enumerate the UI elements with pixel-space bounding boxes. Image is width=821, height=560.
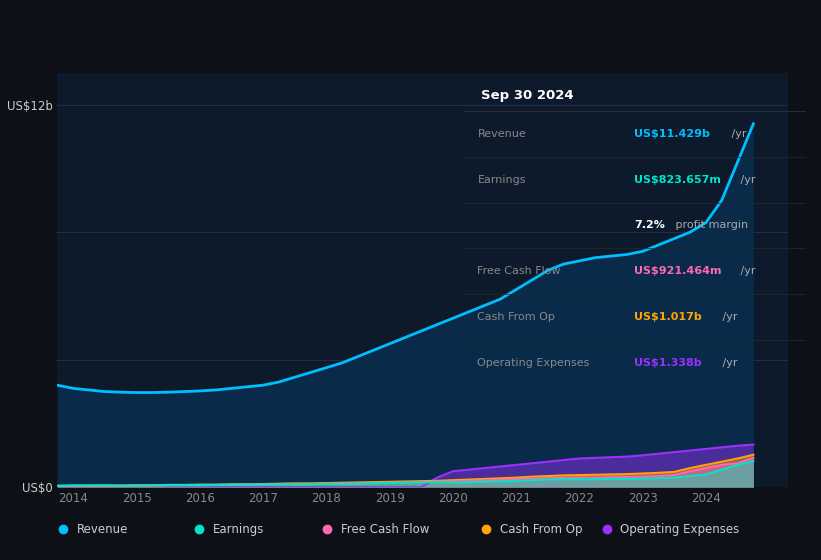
Text: /yr: /yr xyxy=(728,129,746,139)
Text: Revenue: Revenue xyxy=(76,522,128,536)
Text: US$1.338b: US$1.338b xyxy=(635,358,702,368)
Text: /yr: /yr xyxy=(718,358,737,368)
Text: /yr: /yr xyxy=(737,175,756,185)
Text: profit margin: profit margin xyxy=(672,221,748,231)
Text: Earnings: Earnings xyxy=(478,175,526,185)
Text: Operating Expenses: Operating Expenses xyxy=(621,522,740,536)
Text: /yr: /yr xyxy=(718,312,737,322)
Text: /yr: /yr xyxy=(737,266,756,276)
Text: Cash From Op: Cash From Op xyxy=(478,312,555,322)
Text: Operating Expenses: Operating Expenses xyxy=(478,358,589,368)
Text: US$823.657m: US$823.657m xyxy=(635,175,721,185)
Text: US$921.464m: US$921.464m xyxy=(635,266,722,276)
Text: US$11.429b: US$11.429b xyxy=(635,129,710,139)
Text: US$1.017b: US$1.017b xyxy=(635,312,702,322)
Text: 7.2%: 7.2% xyxy=(635,221,665,231)
Text: Free Cash Flow: Free Cash Flow xyxy=(478,266,561,276)
Text: Earnings: Earnings xyxy=(213,522,264,536)
Text: Cash From Op: Cash From Op xyxy=(500,522,582,536)
Text: Free Cash Flow: Free Cash Flow xyxy=(341,522,429,536)
Text: Sep 30 2024: Sep 30 2024 xyxy=(481,89,574,102)
Text: Revenue: Revenue xyxy=(478,129,526,139)
